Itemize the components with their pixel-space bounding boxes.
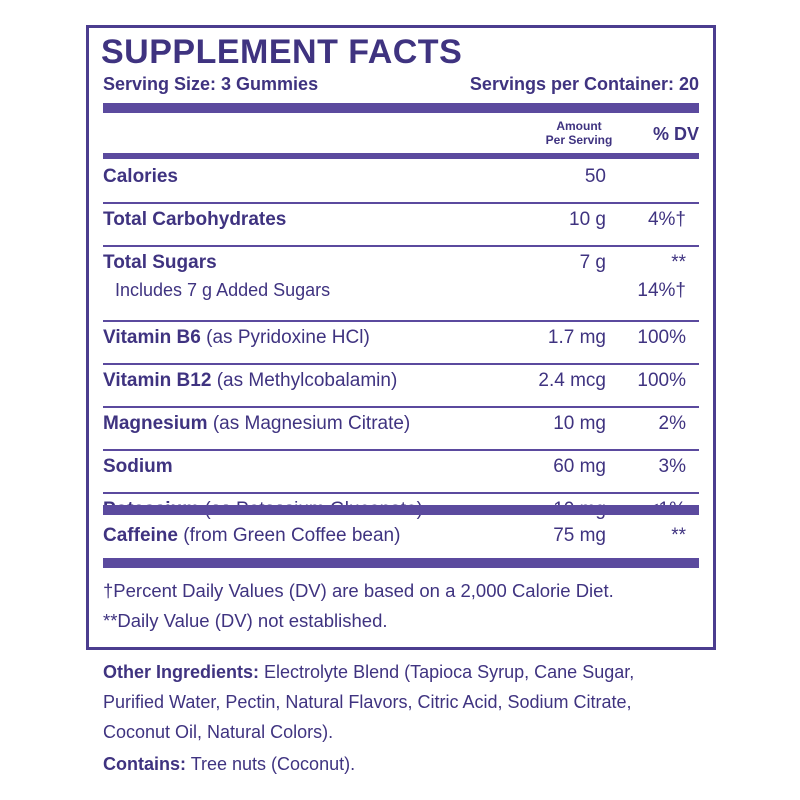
contains-text: Tree nuts (Coconut).: [190, 754, 356, 774]
daily-value: 100%: [637, 370, 686, 391]
nutrient-label: Sodium: [103, 456, 173, 477]
other-ingredients-label: Other Ingredients:: [103, 662, 260, 682]
amount: 60 mg: [553, 456, 606, 477]
nutrient-source: (as Methylcobalamin): [216, 370, 398, 391]
nutrient-label: Calories: [103, 166, 178, 187]
daily-value: 4%†: [647, 209, 686, 230]
nutrient-label: Magnesium: [103, 413, 208, 434]
nutrient-label: Vitamin B12: [103, 370, 212, 391]
servings-per-container: Servings per Container: 20: [469, 74, 699, 94]
nutrient-name: Vitamin B12 (as Methylcobalamin): [103, 370, 397, 392]
amount-header-line: Per Serving: [545, 133, 613, 147]
sub-nutrient: Includes 7 g Added Sugars: [115, 280, 331, 300]
thin-rule: [103, 492, 699, 494]
title: SUPPLEMENT FACTS: [101, 33, 463, 71]
thin-rule: [103, 449, 699, 451]
amount: 1.7 mg: [547, 327, 606, 348]
serving-size: Serving Size: 3 Gummies: [103, 74, 319, 94]
amount: 2.4 mcg: [538, 370, 606, 391]
daily-value: **: [671, 525, 686, 546]
thin-rule: [103, 363, 699, 365]
amount: 75 mg: [553, 525, 606, 546]
other-ingredients: Other Ingredients: Electrolyte Blend (Ta…: [103, 657, 693, 747]
thick-rule: [103, 505, 699, 515]
thin-rule: [103, 320, 699, 322]
medium-rule: [103, 153, 699, 159]
facts-border: [86, 25, 716, 650]
nutrient-name: Total Sugars: [103, 252, 217, 274]
thin-rule: [103, 406, 699, 408]
nutrient-name: Vitamin B6 (as Pyridoxine HCl): [103, 327, 370, 349]
amount-header-line: Amount: [556, 119, 602, 133]
nutrient-name: Magnesium (as Magnesium Citrate): [103, 413, 410, 435]
nutrient-label: Total Carbohydrates: [103, 209, 287, 230]
amount: 50: [584, 166, 606, 187]
amount: 10 g: [569, 209, 606, 230]
other-ingredients-text: Electrolyte Blend (Tapioca Syrup, Cane S…: [103, 662, 635, 742]
nutrient-label: Caffeine: [103, 525, 178, 546]
contains: Contains: Tree nuts (Coconut).: [103, 754, 355, 775]
nutrient-source: (as Pyridoxine HCl): [206, 327, 370, 348]
nutrient-label: Vitamin B6: [103, 327, 201, 348]
nutrient-source: (from Green Coffee bean): [183, 525, 401, 546]
footnote: **Daily Value (DV) not established.: [103, 610, 388, 631]
daily-value: 14%†: [637, 280, 686, 301]
thin-rule: [103, 245, 699, 247]
amount-header: Amount Per Serving: [520, 119, 638, 147]
nutrient-name: Total Carbohydrates: [103, 209, 286, 231]
daily-value: 100%: [637, 327, 686, 348]
thin-rule: [103, 202, 699, 204]
nutrient-name: Sodium: [103, 456, 173, 478]
nutrient-name: Calories: [103, 166, 178, 188]
dv-header: % DV: [652, 124, 699, 144]
daily-value: 2%: [658, 413, 686, 434]
nutrient-name: Caffeine (from Green Coffee bean): [103, 525, 400, 547]
footnote: †Percent Daily Values (DV) are based on …: [103, 580, 614, 601]
thick-rule: [103, 103, 699, 113]
daily-value: **: [671, 252, 686, 273]
nutrient-label: Total Sugars: [103, 252, 217, 273]
amount: 10 mg: [553, 413, 606, 434]
thick-rule: [103, 558, 699, 568]
amount: 7 g: [579, 252, 606, 273]
nutrient-source: (as Magnesium Citrate): [212, 413, 411, 434]
contains-label: Contains:: [103, 754, 186, 774]
daily-value: 3%: [658, 456, 686, 477]
